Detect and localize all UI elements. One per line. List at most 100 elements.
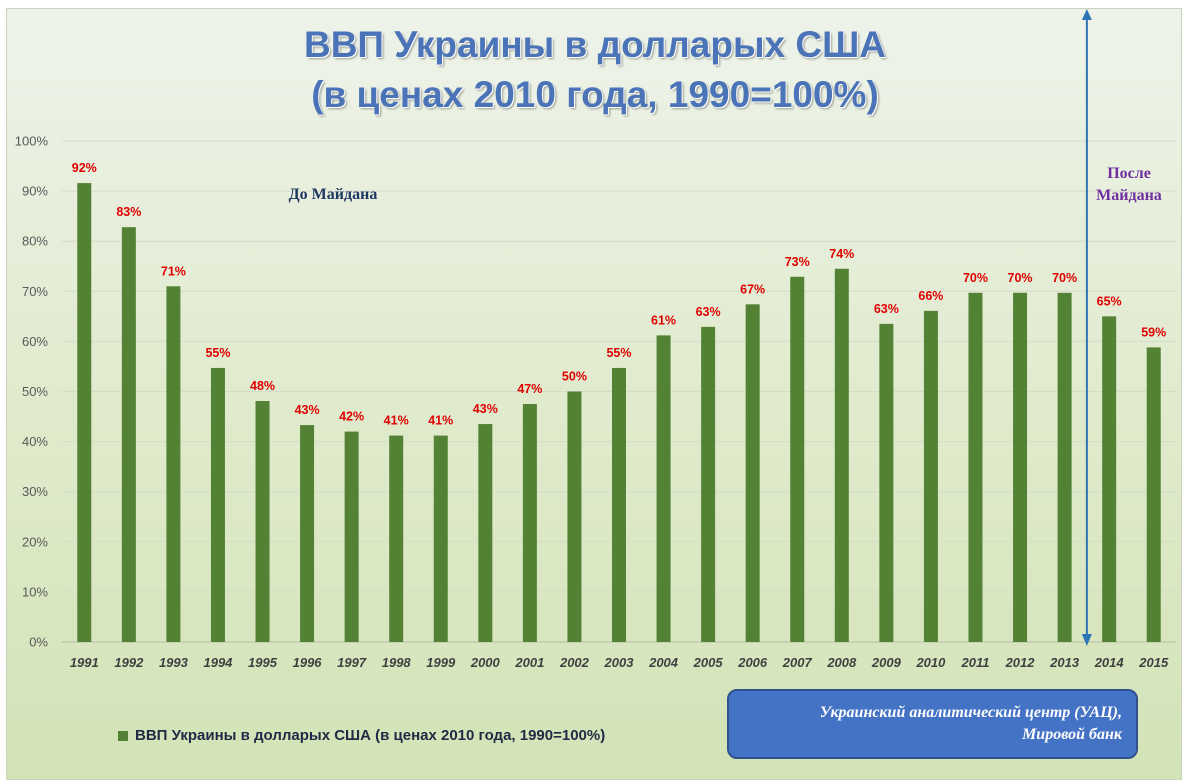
chart-title: ВВП Украины в долларых США (в ценах 2010… (0, 20, 1184, 120)
x-tick-label-2001: 2001 (514, 655, 544, 670)
bar-2006 (745, 304, 760, 642)
bar-1996 (300, 425, 315, 642)
x-tick-label-1999: 1999 (426, 655, 456, 670)
data-label-2015: 59% (1141, 325, 1166, 339)
divider-arrowhead-bottom (1081, 634, 1092, 646)
x-tick-label-2002: 2002 (559, 655, 590, 670)
data-label-2007: 73% (785, 255, 810, 269)
data-label-1996: 43% (295, 403, 320, 417)
data-label-2000: 43% (473, 402, 498, 416)
chart-title-line-1: ВВП Украины в долларых США (303, 24, 887, 65)
data-label-1999: 41% (428, 414, 453, 428)
y-axis-labels: 0% 10% 20% 30% 40% 50% 60% 70% 80% 90% 100% (15, 134, 49, 650)
maidan-divider-arrow (1081, 9, 1092, 646)
x-tick-label-2005: 2005 (693, 655, 724, 670)
data-label-2005: 63% (696, 305, 721, 319)
bar-1993 (166, 286, 181, 642)
bar-1992 (121, 227, 136, 642)
bar-2009 (879, 323, 894, 642)
legend-label: ВВП Украины в долларых США (в ценах 2010… (135, 727, 606, 744)
bar-1994 (210, 367, 225, 642)
chart-title-line-2: (в ценах 2010 года, 1990=100%) (311, 74, 879, 115)
x-tick-label-1998: 1998 (382, 655, 412, 670)
data-label-2012: 70% (1008, 271, 1033, 285)
annotation-after-maidan-line-1: После (1107, 165, 1151, 182)
bar-1998 (389, 435, 404, 642)
x-tick-label-2010: 2010 (915, 655, 946, 670)
bar-2001 (522, 404, 537, 642)
bar-1999 (433, 435, 448, 642)
x-tick-label-2014: 2014 (1094, 655, 1125, 670)
data-label-1991: 92% (72, 161, 97, 175)
x-tick-label-2015: 2015 (1138, 655, 1169, 670)
x-tick-label-1995: 1995 (248, 655, 278, 670)
bar-2005 (701, 326, 716, 642)
y-tick-label: 70% (22, 284, 48, 299)
bar-1997 (344, 431, 359, 642)
chart-legend: ВВП Украины в долларых США (в ценах 2010… (118, 727, 605, 744)
bar-2007 (790, 276, 805, 642)
data-label-2010: 66% (918, 289, 943, 303)
bar-2012 (1013, 292, 1028, 642)
data-label-2009: 63% (874, 302, 899, 316)
source-line-1: Украинский аналитический центр (УАЦ), (819, 704, 1122, 721)
x-tick-label-2009: 2009 (871, 655, 902, 670)
data-label-2008: 74% (829, 247, 854, 261)
bar-2008 (834, 268, 849, 642)
legend-swatch (118, 730, 128, 741)
data-label-1992: 83% (116, 205, 141, 219)
x-tick-label-1993: 1993 (159, 655, 189, 670)
data-label-1994: 55% (205, 346, 230, 360)
x-tick-label-2012: 2012 (1005, 655, 1036, 670)
y-tick-label: 10% (22, 584, 48, 599)
annotation-after-maidan-line-2: Майдана (1096, 187, 1162, 204)
bar-2003 (612, 367, 626, 642)
x-tick-label-2008: 2008 (826, 655, 857, 670)
data-label-2001: 47% (517, 382, 542, 396)
data-label-2004: 61% (651, 313, 676, 327)
source-box: Украинский аналитический центр (УАЦ), Ми… (727, 689, 1138, 759)
bar-1991 (77, 183, 92, 643)
data-labels: 92% 83% 71% 55% 48% 43% 42% 41% 41% 43% 47% 50% 55% 6… (72, 161, 1166, 428)
x-tick-label-2006: 2006 (737, 655, 768, 670)
bar-2010 (923, 310, 938, 642)
data-label-2014: 65% (1097, 294, 1122, 308)
bars (77, 183, 1161, 643)
y-tick-label: 100% (15, 134, 49, 149)
divider-arrowhead-top (1081, 9, 1092, 20)
y-tick-label: 40% (22, 434, 48, 449)
x-axis-labels: 1991 1992 1993 1994 1995 1996 1997 1998 1999 2000… (70, 655, 1169, 670)
data-label-2003: 55% (606, 346, 631, 360)
y-tick-label: 50% (22, 384, 48, 399)
data-label-2013: 70% (1052, 271, 1077, 285)
data-label-1993: 71% (161, 264, 186, 278)
bar-2000 (478, 424, 493, 642)
annotations: До Майдана После Майдана (289, 165, 1162, 204)
bar-2002 (567, 391, 582, 642)
y-tick-label: 60% (22, 334, 48, 349)
x-tick-label-1997: 1997 (337, 655, 367, 670)
data-label-2002: 50% (562, 370, 587, 384)
data-label-1997: 42% (339, 410, 364, 424)
data-label-2011: 70% (963, 271, 988, 285)
x-tick-label-1996: 1996 (293, 655, 323, 670)
data-label-1995: 48% (250, 379, 275, 393)
annotation-before-maidan: До Майдана (289, 186, 378, 203)
bar-2015 (1146, 347, 1161, 642)
bar-2013 (1057, 292, 1072, 642)
y-tick-label: 90% (22, 184, 48, 199)
data-label-2006: 67% (740, 282, 765, 296)
bar-2004 (656, 335, 671, 642)
x-tick-label-2004: 2004 (648, 655, 679, 670)
y-tick-label: 80% (22, 234, 48, 249)
x-tick-label-1994: 1994 (203, 655, 233, 670)
y-tick-label: 20% (22, 534, 48, 549)
x-tick-label-1991: 1991 (70, 655, 99, 670)
chart-frame (6, 8, 1182, 780)
source-line-2: Мировой банк (1022, 726, 1122, 743)
x-tick-label-1992: 1992 (114, 655, 144, 670)
x-tick-label-2000: 2000 (470, 655, 501, 670)
x-tick-label-2007: 2007 (782, 655, 813, 670)
x-tick-label-2011: 2011 (960, 655, 989, 670)
